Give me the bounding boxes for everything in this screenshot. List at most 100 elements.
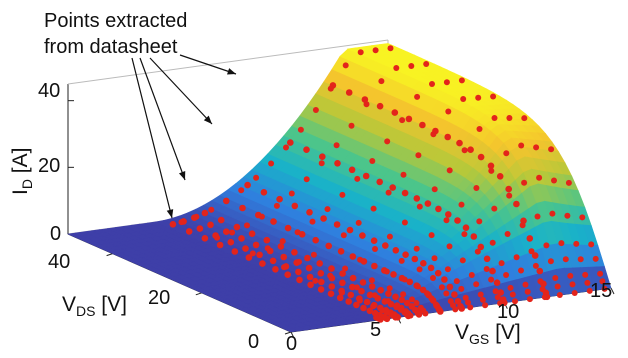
data-point: [366, 307, 374, 315]
data-point: [513, 254, 520, 261]
x-tick-label: 15: [590, 280, 612, 302]
data-point: [201, 209, 209, 217]
data-point: [390, 271, 397, 278]
data-point: [416, 203, 423, 210]
data-point: [547, 258, 554, 265]
data-point: [493, 279, 501, 287]
data-point: [489, 239, 496, 246]
arrow-head: [178, 171, 186, 180]
data-point: [430, 275, 436, 281]
data-point: [371, 262, 378, 270]
data-point: [371, 292, 378, 299]
data-point: [361, 96, 369, 103]
data-point: [328, 265, 335, 272]
data-point: [357, 256, 364, 263]
data-point: [539, 286, 546, 293]
data-point: [312, 277, 319, 284]
data-point: [548, 146, 555, 153]
data-point: [405, 115, 413, 123]
data-point: [536, 267, 544, 275]
data-point: [309, 218, 316, 225]
data-point: [543, 242, 550, 249]
data-point: [229, 229, 236, 236]
x-tick-mark: [290, 331, 295, 339]
data-point: [272, 266, 279, 273]
data-point: [453, 278, 460, 285]
data-point: [277, 243, 285, 250]
data-point: [458, 201, 465, 208]
data-point: [238, 235, 245, 242]
data-point: [401, 189, 409, 197]
data-point: [507, 284, 514, 291]
data-point: [355, 219, 362, 226]
data-point: [443, 217, 450, 224]
x-tick-mark: [610, 287, 615, 295]
data-point: [336, 294, 344, 302]
data-point: [414, 93, 421, 100]
data-point: [415, 152, 422, 159]
data-point: [419, 121, 426, 129]
data-point: [268, 160, 275, 167]
z-tick-label: 20: [38, 155, 60, 177]
data-point: [312, 107, 319, 113]
data-point: [259, 260, 266, 267]
data-point: [509, 291, 516, 298]
data-point: [522, 281, 529, 288]
data-point: [462, 224, 470, 231]
data-point: [601, 285, 608, 292]
data-point: [428, 295, 435, 302]
data-point: [276, 195, 283, 203]
data-point: [445, 211, 452, 218]
data-point: [420, 260, 427, 267]
annotation-arrow: [179, 54, 237, 75]
data-point: [316, 260, 324, 267]
x-tick-label: 10: [497, 301, 519, 323]
data-point: [394, 302, 401, 309]
data-point: [518, 267, 524, 274]
data-point: [519, 222, 526, 229]
y-tick-label: 20: [148, 287, 170, 309]
data-point: [354, 175, 361, 182]
data-point: [461, 147, 468, 154]
data-point: [586, 287, 593, 294]
data-point: [483, 266, 490, 272]
data-point: [393, 65, 400, 71]
data-point: [588, 241, 595, 248]
data-point: [423, 61, 430, 67]
data-point: [307, 281, 314, 289]
data-point: [446, 243, 453, 250]
data-point: [347, 291, 355, 299]
data-point: [483, 255, 491, 263]
data-point: [526, 296, 533, 303]
data-point: [451, 291, 458, 298]
data-point: [169, 221, 177, 228]
data-point: [273, 202, 280, 209]
data-point: [487, 162, 495, 170]
data-point: [443, 79, 450, 86]
data-point: [318, 160, 325, 167]
data-point: [491, 205, 498, 212]
data-point: [386, 233, 393, 240]
data-point: [327, 290, 335, 298]
x-axis-label: VGS [V]: [455, 321, 521, 347]
data-point: [526, 235, 534, 242]
data-point: [413, 195, 421, 202]
axis-line: [67, 39, 389, 85]
data-point: [477, 291, 484, 298]
data-point: [359, 232, 366, 239]
data-point: [541, 294, 548, 301]
data-point: [295, 268, 302, 276]
data-point: [337, 248, 345, 255]
data-point: [457, 303, 464, 310]
data-point: [386, 285, 393, 292]
data-point: [549, 210, 556, 217]
data-point: [461, 231, 468, 238]
data-point: [193, 213, 200, 220]
data-point: [372, 246, 378, 252]
data-point: [369, 158, 376, 164]
data-point: [303, 146, 310, 153]
data-point: [288, 190, 295, 197]
data-point: [482, 302, 489, 309]
data-point: [398, 257, 405, 264]
data-point: [494, 294, 501, 301]
